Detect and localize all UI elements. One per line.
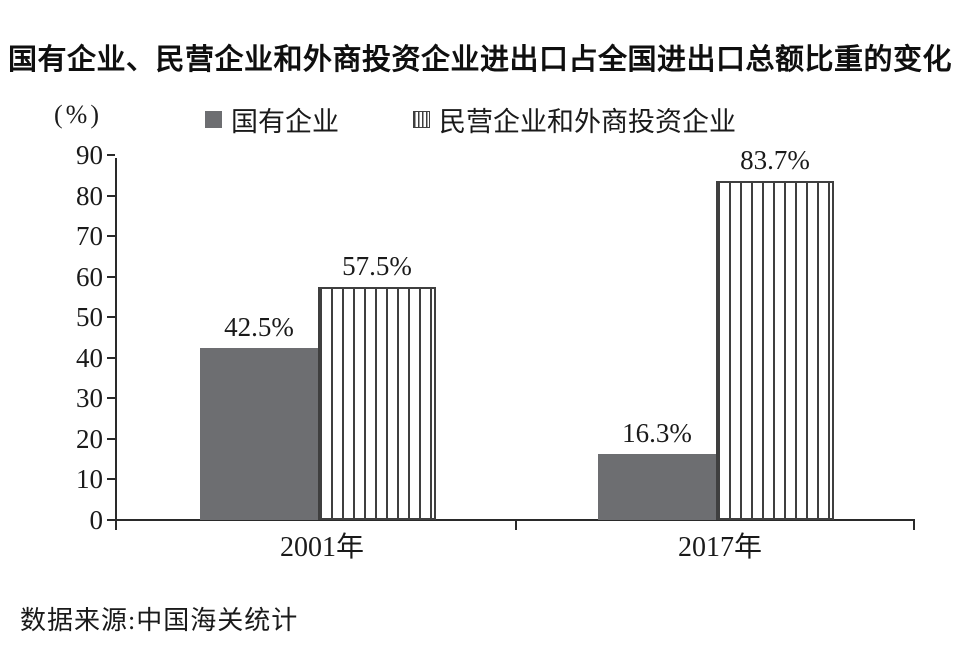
legend: 国有企业 民营企业和外商投资企业: [0, 100, 960, 137]
striped-swatch-icon: [413, 111, 430, 128]
y-axis-tick: [107, 194, 115, 197]
bar-state-owned-2017年: [598, 453, 716, 520]
y-axis-tick: [107, 437, 115, 440]
y-axis-tick: [107, 235, 115, 238]
data-source-note: 数据来源:中国海关统计: [20, 606, 299, 635]
y-axis-tick: [107, 397, 115, 400]
legend-label: 民营企业和外商投资企业: [439, 107, 736, 137]
x-axis-category-label: 2017年: [677, 532, 762, 563]
y-axis-tick-label: 0: [89, 505, 104, 535]
y-axis-tick: [107, 316, 115, 319]
bar-state-owned-2001年: [200, 347, 318, 520]
legend-item-state-owned: 国有企业: [205, 100, 339, 139]
y-axis-tick-label: 50: [76, 302, 103, 333]
x-axis-category-label: 2001年: [279, 532, 364, 563]
y-axis-tick-label: 90: [76, 140, 103, 170]
bar-private-foreign-2017年: [716, 180, 834, 520]
y-axis-tick-label: 70: [76, 221, 103, 252]
legend-item-private-foreign: 民营企业和外商投资企业: [413, 100, 736, 139]
y-axis-tick: [107, 275, 115, 278]
y-axis-tick: [107, 519, 115, 521]
y-axis-tick: [107, 356, 115, 359]
y-axis-unit-label: (%): [54, 100, 102, 129]
y-axis-tick-label: 40: [76, 342, 103, 373]
bar-value-label: 42.5%: [224, 311, 294, 342]
bar-value-label: 57.5%: [342, 250, 412, 281]
y-axis-tick-label: 10: [76, 464, 103, 495]
y-axis-tick-label: 30: [76, 383, 103, 414]
solid-gray-swatch-icon: [205, 111, 222, 128]
y-axis-tick: [107, 478, 115, 481]
x-axis-tick: [913, 520, 915, 530]
y-axis-tick-label: 80: [76, 180, 103, 211]
bar-value-label: 83.7%: [740, 144, 810, 175]
bar-private-foreign-2001年: [318, 286, 436, 520]
y-axis-line: [115, 158, 117, 530]
legend-label: 国有企业: [231, 107, 339, 137]
chart-title: 国有企业、民营企业和外商投资企业进出口占全国进出口总额比重的变化: [7, 44, 952, 76]
y-axis-tick-label: 60: [76, 261, 103, 292]
y-axis-tick: [107, 154, 115, 156]
x-axis-tick: [515, 520, 517, 530]
y-axis-tick-label: 20: [76, 423, 103, 454]
bar-value-label: 16.3%: [622, 417, 692, 448]
